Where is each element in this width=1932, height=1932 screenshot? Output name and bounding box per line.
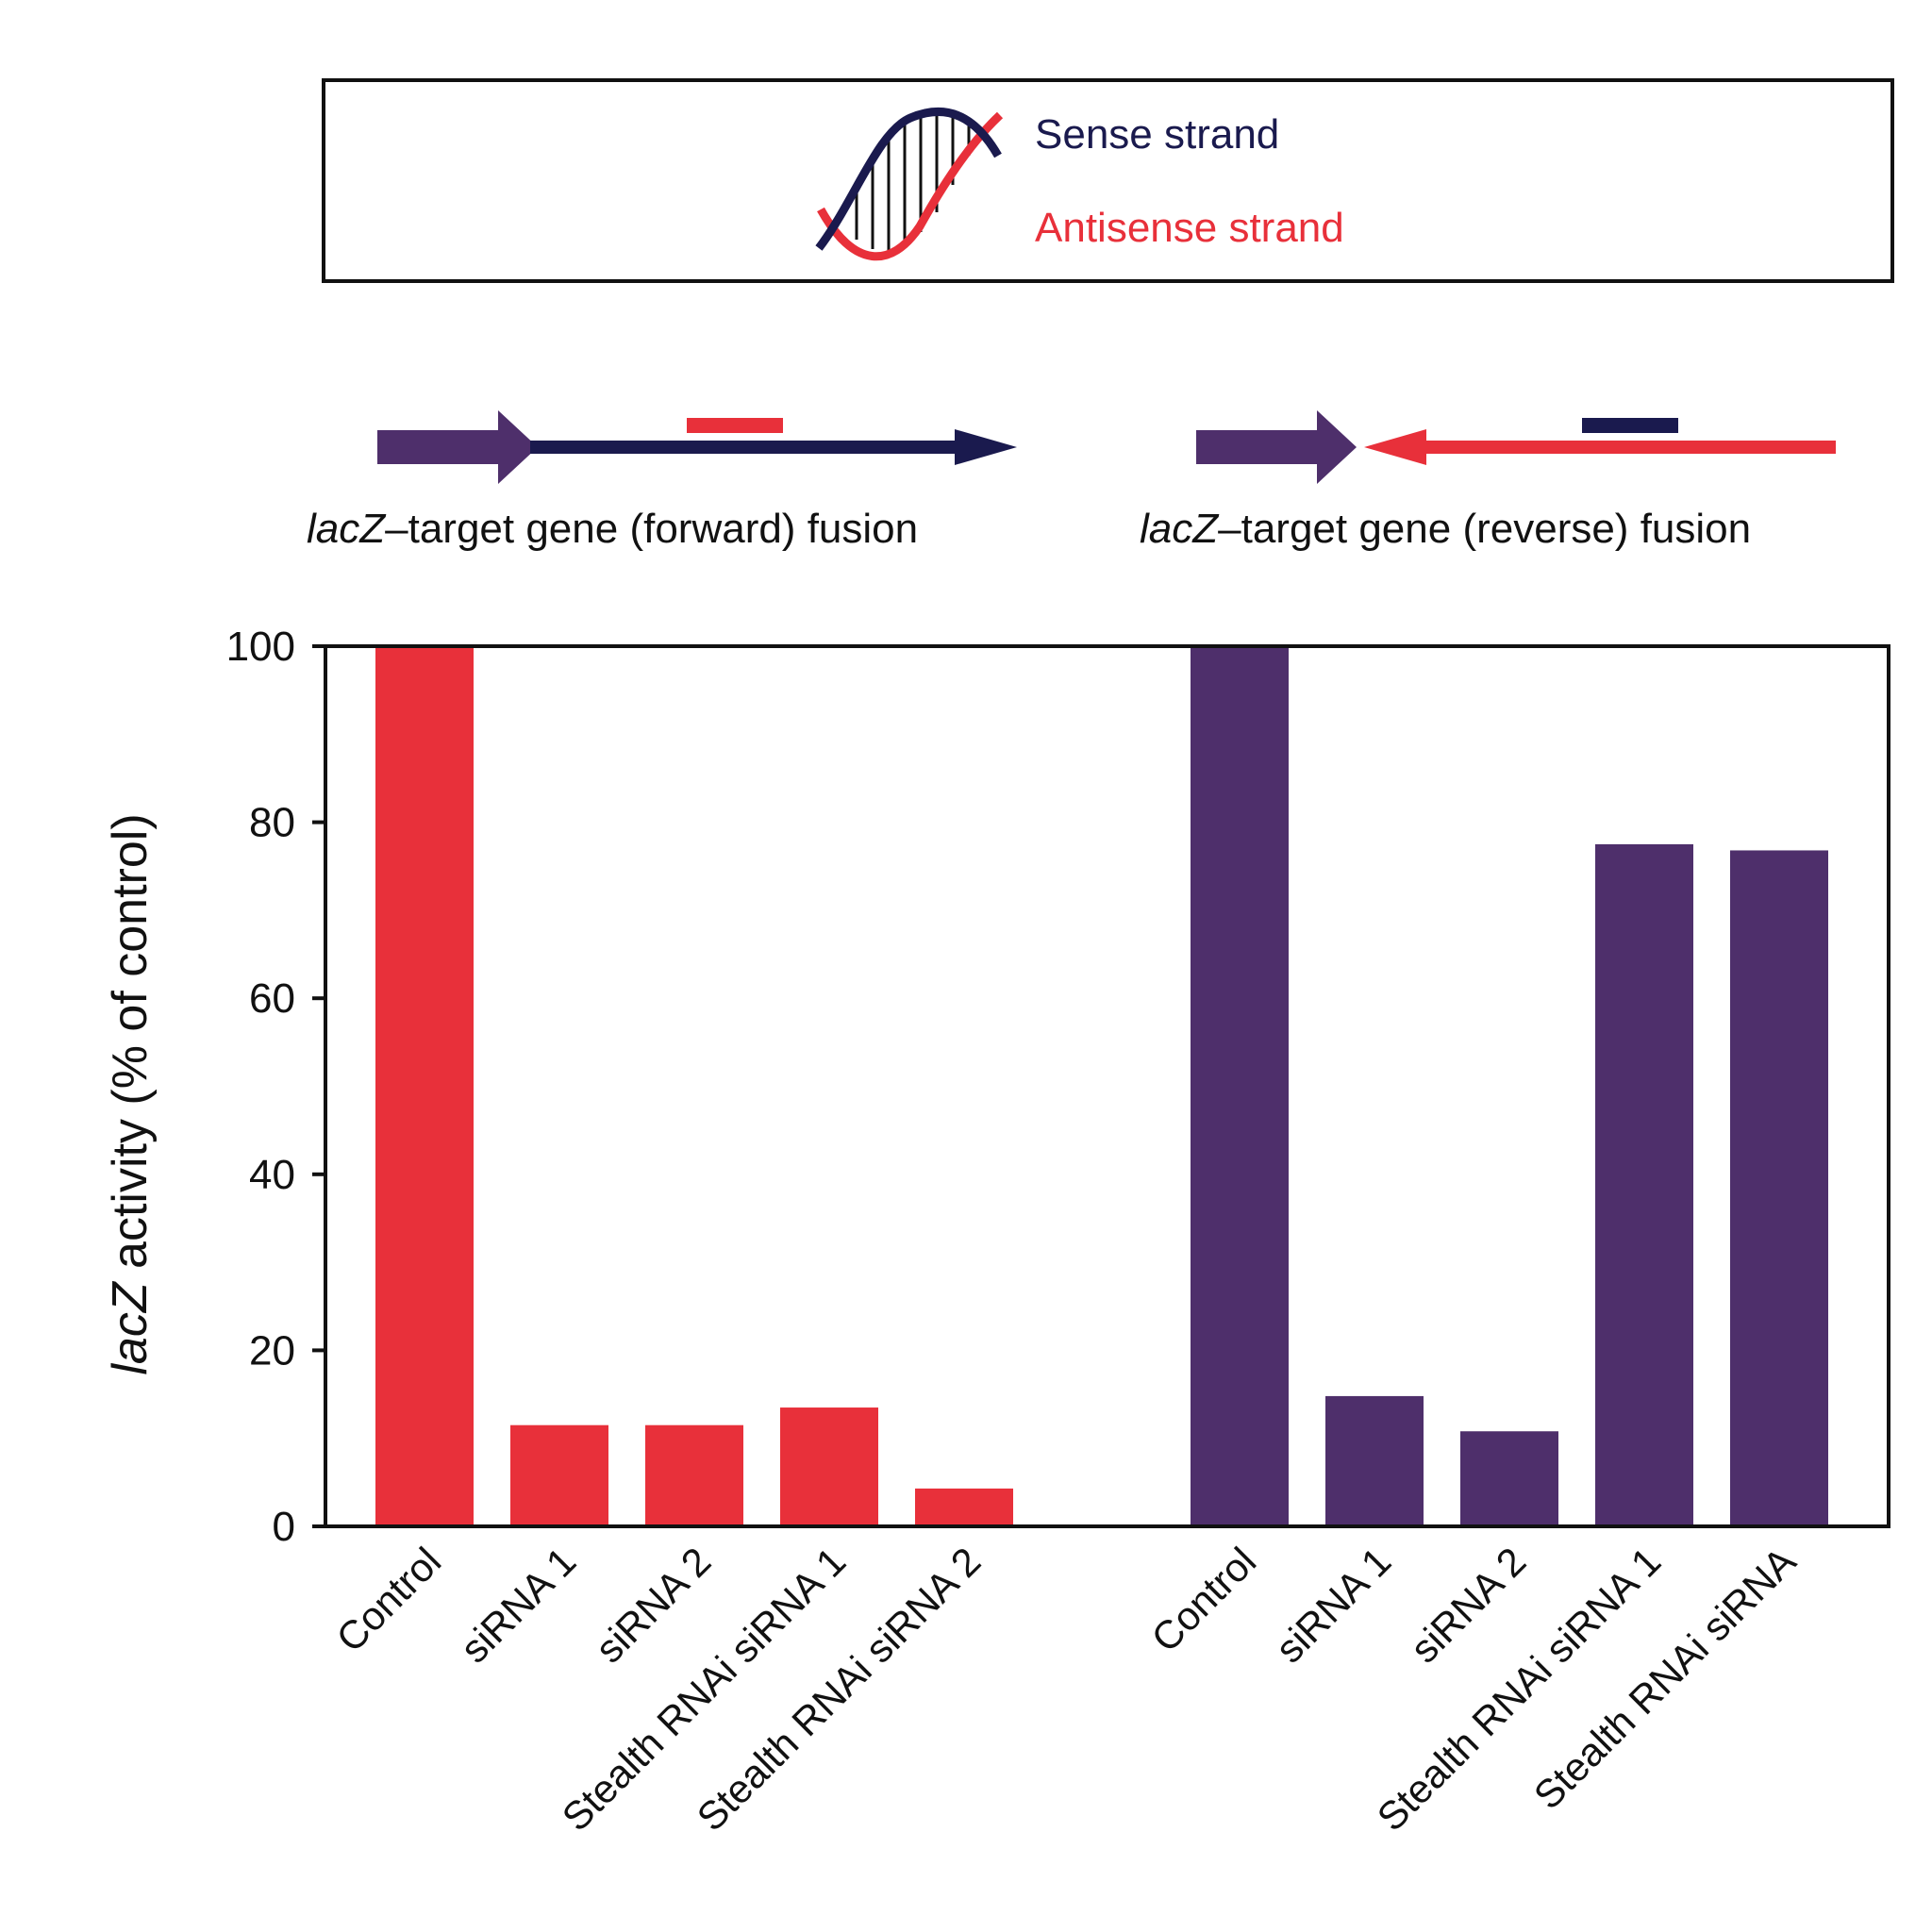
forward-construct-diagram: lacZ–target gene (forward) fusion <box>307 410 1017 552</box>
forward-lacz-arrow <box>377 410 538 484</box>
dna-helix-icon <box>815 107 1004 261</box>
x-tick-label: siRNA 1 <box>452 1539 585 1672</box>
x-tick-label: Control <box>1142 1539 1264 1660</box>
x-tick-label: siRNA 2 <box>587 1539 720 1672</box>
y-axis: 0 20 40 60 80 100 <box>226 624 325 1550</box>
y-tick-label: 60 <box>249 975 295 1022</box>
plot-frame <box>324 644 1890 1528</box>
y-tick-label: 100 <box>226 624 295 670</box>
bar-group1-1 <box>375 646 474 1526</box>
legend: Sense strand Antisense strand <box>322 78 1894 283</box>
x-tick-label: siRNA 2 <box>1402 1539 1535 1672</box>
x-tick-label: Stealth RNAi siRNA <box>1525 1539 1805 1818</box>
y-tick-label: 20 <box>249 1327 295 1374</box>
antisense-strand-line <box>817 111 1004 261</box>
legend-frame <box>322 78 1894 283</box>
reverse-construct-label: lacZ–target gene (reverse) fusion <box>1140 506 1751 552</box>
bar-group1-4 <box>780 1407 878 1526</box>
bar-group2-4 <box>1595 843 1693 1526</box>
x-tick-label: Control <box>327 1539 449 1660</box>
bar-group2-1 <box>1191 646 1289 1526</box>
y-tick-label: 0 <box>273 1504 295 1550</box>
bar-group2-5 <box>1730 850 1828 1526</box>
bar-group2-3 <box>1460 1431 1558 1526</box>
y-tick-label: 80 <box>249 800 295 846</box>
y-axis-title: lacZ activity (% of control) <box>103 813 158 1374</box>
forward-construct-label: lacZ–target gene (forward) fusion <box>307 506 918 552</box>
bar-group2-2 <box>1325 1395 1424 1526</box>
bar-group1-3 <box>645 1424 743 1526</box>
y-tick-label: 40 <box>249 1152 295 1198</box>
bar-group1-5 <box>915 1488 1013 1526</box>
reverse-construct-diagram: lacZ–target gene (reverse) fusion <box>1140 410 1836 552</box>
x-tick-label: siRNA 1 <box>1267 1539 1400 1672</box>
reverse-sirna-sense-bar <box>1582 418 1678 433</box>
forward-target-gene-arrowhead <box>955 429 1017 465</box>
bar-group1-2 <box>510 1424 608 1526</box>
legend-sense-label: Sense strand <box>1035 111 1279 158</box>
reverse-target-gene-arrowhead <box>1364 429 1426 465</box>
legend-antisense-label: Antisense strand <box>1035 205 1344 251</box>
reverse-lacz-arrow <box>1196 410 1357 484</box>
forward-sirna-antisense-bar <box>687 418 783 433</box>
bars <box>375 646 1828 1526</box>
sense-strand-line <box>815 107 1002 251</box>
